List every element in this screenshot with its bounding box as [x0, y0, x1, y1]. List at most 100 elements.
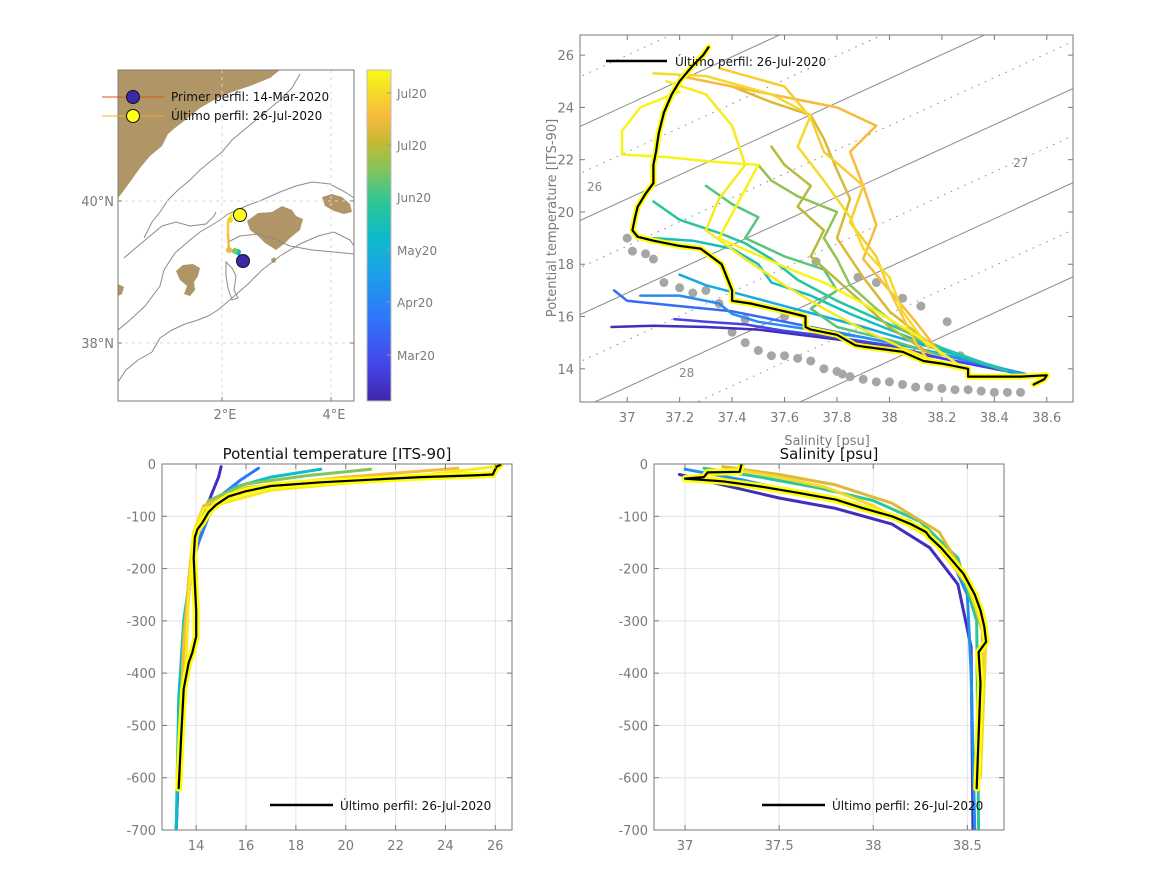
climatology-point	[937, 383, 947, 393]
y-tick-label: -400	[618, 667, 648, 682]
y-tick-label: 14	[557, 363, 574, 378]
climatology-point	[837, 369, 847, 379]
x-tick-label: 14	[188, 839, 205, 854]
ts-profile-line	[730, 85, 944, 355]
legend-last-profile: Último perfil: 26-Jul-2020	[171, 108, 322, 123]
y-tick-label: -300	[618, 615, 648, 630]
colorbar-tick-label: May20	[397, 244, 437, 258]
climatology-point	[884, 377, 894, 387]
climatology-point	[753, 346, 763, 356]
salinity-last-profile-halo	[681, 464, 990, 792]
map-lon-tick: 4°E	[323, 408, 346, 423]
x-tick-label: 38.4	[980, 411, 1009, 426]
map-frame	[117, 69, 355, 402]
y-tick-label: -700	[126, 824, 156, 839]
ts-last-profile-halo	[629, 44, 1050, 388]
x-tick-label: 20	[337, 839, 354, 854]
ts-ticks: 37 37.2 37.4 37.6 37.8 38 38.2 38.4 38.6 14 16 18 20…	[557, 35, 1073, 426]
legend-first-profile: Primer perfil: 14-Mar-2020	[171, 90, 329, 104]
ts-profile-line	[665, 80, 944, 365]
salinity-grid	[654, 463, 1004, 831]
first-profile-location-icon	[236, 254, 250, 268]
colorbar-ticks	[387, 92, 391, 356]
climatology-point	[648, 254, 658, 264]
climatology-point	[766, 351, 776, 361]
isopycnals	[580, 35, 1073, 402]
salinity-title: Salinity [psu]	[780, 445, 879, 463]
y-tick-label: -400	[126, 667, 156, 682]
ts-profile-line	[652, 72, 931, 350]
x-tick-label: 37.8	[823, 411, 852, 426]
salinity-profile-line	[683, 467, 977, 830]
y-tick-label: 26	[557, 49, 574, 64]
land-ibiza	[176, 264, 200, 296]
ts-profile-line	[678, 74, 944, 357]
climatology-point	[1016, 387, 1026, 397]
climatology-point	[701, 285, 711, 295]
temperature-frame	[161, 463, 513, 831]
y-tick-label: 24	[557, 101, 574, 116]
temperature-grid	[162, 463, 512, 831]
ts-profile-line	[639, 294, 1028, 376]
isopycnal-label: 26	[587, 180, 602, 194]
ts-profile-line	[770, 145, 931, 355]
x-tick-label: 37.5	[765, 839, 794, 854]
isopycnal-line	[696, 229, 1073, 402]
y-tick-label: 18	[557, 258, 574, 273]
y-tick-label: 20	[557, 206, 574, 221]
y-tick-label: -100	[126, 510, 156, 525]
isopycnal-line	[580, 88, 1073, 316]
y-tick-label: -700	[618, 824, 648, 839]
salinity-profile-panel: 37 37.5 38 38.5 0 -100 -200 -300 -400 -500 -600 -70…	[618, 445, 1005, 854]
y-tick-label: -200	[618, 563, 648, 578]
ts-diagram-panel: 37 37.2 37.4 37.6 37.8 38 38.2 38.4 38.6 14 16 18 20…	[545, 34, 1074, 449]
colorbar	[366, 69, 392, 402]
climatology-point	[898, 379, 908, 389]
x-tick-label: 16	[238, 839, 255, 854]
y-tick-label: -500	[126, 719, 156, 734]
colorbar-tick-label: Jul20	[396, 87, 427, 101]
climatology-point	[675, 283, 685, 293]
climatology-point	[627, 246, 637, 256]
map-ticks	[118, 200, 354, 401]
salinity-frame	[653, 463, 1005, 831]
y-tick-label: -200	[126, 563, 156, 578]
x-tick-label: 37	[619, 411, 636, 426]
isopycnal-line	[580, 35, 781, 127]
climatology-point	[916, 301, 926, 311]
x-tick-label: 38.6	[1032, 411, 1061, 426]
map-grid	[118, 70, 354, 401]
ts-last-profile	[629, 44, 1050, 388]
colorbar-tick-label: Apr20	[397, 296, 433, 310]
map-legend: Primer perfil: 14-Mar-2020 Último perfil…	[102, 90, 329, 123]
salinity-last-profile	[681, 464, 990, 792]
map-lat-tick: 38°N	[81, 337, 114, 352]
colorbar-tick-label: Jun20	[396, 191, 431, 205]
climatology-point	[963, 385, 973, 395]
trajectory-point	[232, 248, 238, 254]
ts-xlabel: Salinity [psu]	[784, 434, 870, 449]
climatology-point	[740, 338, 750, 348]
climatology-point	[806, 356, 816, 366]
temperature-legend-label: Último perfil: 26-Jul-2020	[340, 798, 491, 813]
salinity-profile-line	[677, 473, 975, 830]
y-tick-label: -600	[126, 772, 156, 787]
land-mainland	[118, 70, 280, 198]
climatology-point	[1002, 387, 1012, 397]
ts-profile-line	[717, 66, 931, 363]
climatology-point	[976, 386, 986, 396]
climatology-point	[659, 278, 669, 288]
climatology-point	[793, 353, 803, 363]
x-tick-label: 37.4	[718, 411, 747, 426]
y-tick-label: -500	[618, 719, 648, 734]
x-tick-label: 24	[437, 839, 454, 854]
temperature-ticks: 14 16 18 20 22 24 26 0 -100 -200 -300 -400 -500 -600 -…	[126, 458, 512, 854]
climatology-point	[989, 387, 999, 397]
climatology-point	[858, 374, 868, 384]
x-tick-label: 38	[881, 411, 898, 426]
x-tick-label: 37.2	[665, 411, 694, 426]
climatology-point	[780, 351, 790, 361]
float-trajectory	[226, 208, 250, 268]
x-tick-label: 37	[677, 839, 694, 854]
temperature-profile-line	[179, 465, 497, 780]
